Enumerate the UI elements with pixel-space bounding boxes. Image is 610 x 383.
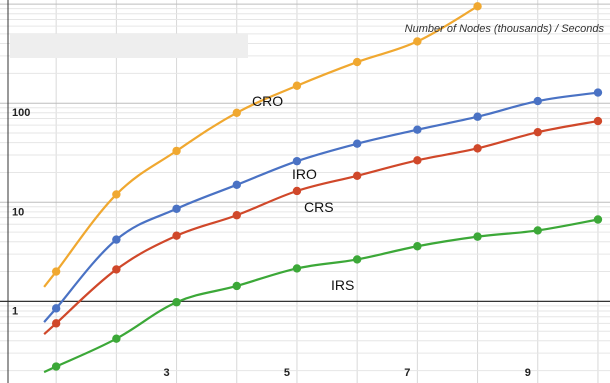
crs-data-point [112, 265, 121, 274]
cro-data-point [172, 146, 181, 156]
iro-data-point [533, 96, 542, 106]
crs-data-point [352, 171, 362, 181]
chart-title: Number of Nodes (thousands) / Seconds [405, 23, 605, 35]
cro-data-point [112, 190, 121, 199]
irs-data-point [473, 232, 482, 241]
iro-data-point [473, 112, 482, 121]
crs-data-point [292, 186, 302, 196]
y-tick-label: 1 [12, 305, 18, 317]
series-label-iro: IRO [292, 166, 317, 182]
crs-data-point [172, 231, 181, 240]
iro-data-point [413, 125, 422, 134]
x-tick-label: 7 [404, 367, 410, 379]
cro-data-point [292, 81, 302, 90]
crs-data-point [473, 144, 482, 153]
series-label-crs: CRS [304, 199, 334, 215]
iro-data-point [292, 156, 302, 166]
irs-data-point [51, 362, 61, 371]
crs-data-point [413, 156, 422, 165]
legend-placeholder-box [10, 34, 248, 58]
irs-data-point [172, 298, 181, 307]
cro-data-point [51, 267, 61, 276]
irs-data-point [593, 215, 603, 224]
y-tick-label: 10 [12, 206, 24, 218]
irs-data-point [232, 281, 241, 291]
crs-data-point [51, 319, 61, 328]
irs-data-point [413, 242, 422, 251]
labels: CRO IRO CRS IRS [252, 93, 354, 293]
crs-data-point [232, 211, 241, 220]
cro-data-point [473, 2, 482, 11]
iro-data-point [232, 180, 241, 190]
iro-data-point [51, 304, 61, 313]
y-tick-label: 100 [12, 107, 30, 119]
iro-series-line [43, 91, 599, 323]
irs-data-point [112, 334, 121, 343]
irs-data-point [292, 264, 302, 273]
x-tick-label: 3 [163, 367, 169, 379]
crs-data-point [533, 127, 542, 137]
x-tick-label: 9 [525, 367, 531, 379]
irs-data-point [533, 226, 542, 235]
series-label-irs: IRS [331, 277, 354, 293]
iro-data-point [593, 88, 603, 97]
iro-data-point [352, 139, 362, 148]
iro-data-point [172, 204, 181, 213]
cro-data-point [232, 108, 241, 117]
series-label-cro: CRO [252, 93, 283, 109]
crs-series-line [43, 119, 599, 335]
iro-data-point [112, 235, 121, 244]
cro-data-point [413, 37, 422, 46]
irs-data-point [352, 255, 362, 264]
x-tick-label: 5 [284, 367, 290, 379]
series-lines [43, 2, 603, 374]
cro-data-point [352, 57, 362, 67]
irs-series-line [43, 218, 599, 374]
crs-data-point [593, 116, 603, 126]
